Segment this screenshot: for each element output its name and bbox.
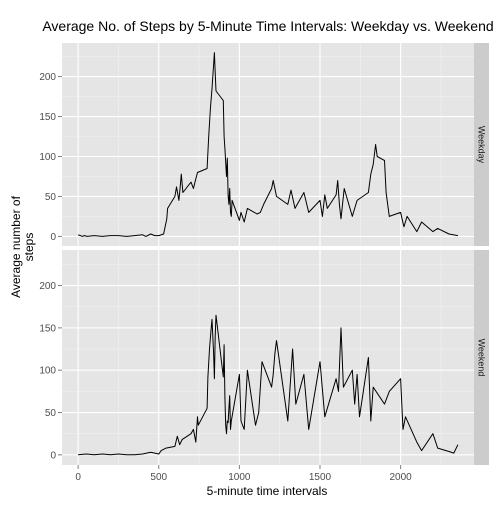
chart-title: Average No. of Steps by 5-Minute Time In… <box>42 18 493 34</box>
series-line-weekend <box>78 314 459 456</box>
x-axis-title: 5-minute time intervals <box>207 484 328 498</box>
y-tick-label: 150 <box>39 112 56 123</box>
x-tick-label: 500 <box>150 472 167 483</box>
y-axis-title-line-2: steps <box>22 233 36 262</box>
panel-weekend: 0 50 100 150 200 Weekend 0 500 1000 1500 2000 <box>39 250 489 483</box>
panel-weekday: 0 50 100 150 200 Weekday <box>39 43 489 246</box>
facet-strip-label: Weekend <box>477 339 487 377</box>
facet-strip <box>474 250 489 465</box>
y-tick-label: 100 <box>39 152 56 163</box>
y-tick-label: 50 <box>45 408 57 419</box>
panel-background <box>62 43 474 246</box>
y-axis-title: Average number of steps <box>9 195 36 298</box>
y-tick-label: 100 <box>39 366 56 377</box>
facet-panels: 0 50 100 150 200 Weekday 0 50 100 150 200 Weekend 0 5… <box>39 43 489 483</box>
y-tick-label: 200 <box>39 72 56 83</box>
y-tick-label: 150 <box>39 323 56 334</box>
facet-strip <box>474 43 489 246</box>
y-tick-label: 0 <box>50 232 56 243</box>
x-tick-label: 0 <box>75 472 81 483</box>
y-tick-label: 0 <box>50 450 56 461</box>
x-tick-label: 1500 <box>309 472 332 483</box>
y-axis-title-line-1: Average number of <box>9 195 23 298</box>
series-line-weekday <box>77 52 458 237</box>
x-tick-label: 1000 <box>228 472 251 483</box>
x-tick-label: 2000 <box>390 472 413 483</box>
y-tick-label: 50 <box>45 192 57 203</box>
y-tick-label: 200 <box>39 281 56 292</box>
facet-strip-label: Weekday <box>477 126 487 164</box>
